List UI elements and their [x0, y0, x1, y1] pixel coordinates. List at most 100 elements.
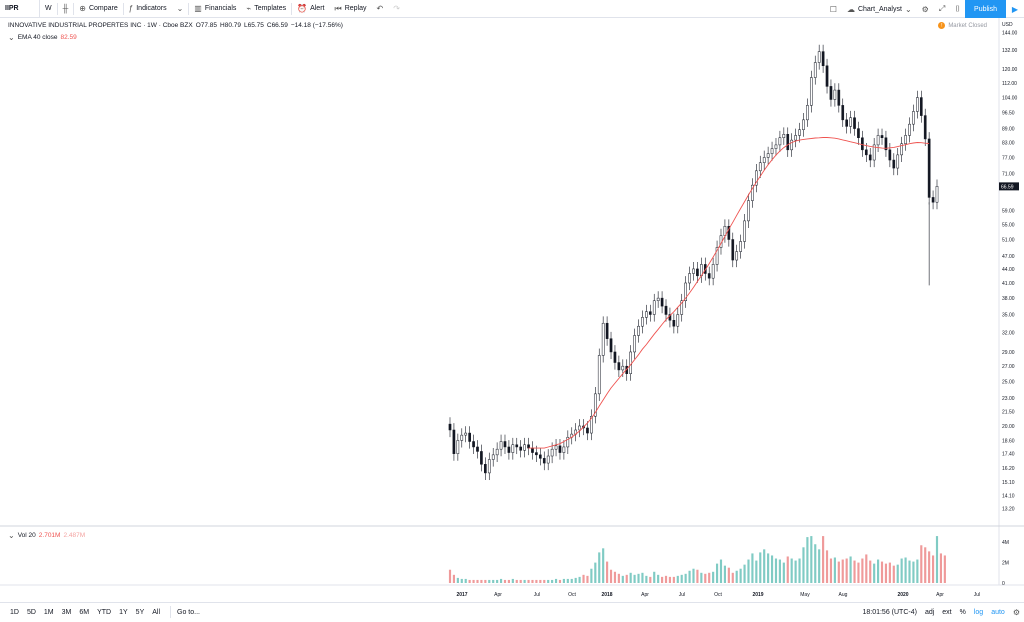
volume-bar — [774, 558, 778, 583]
range-button-1m[interactable]: 1M — [43, 608, 54, 616]
market-status[interactable]: ! Market Closed — [938, 22, 987, 29]
volume-bar — [920, 545, 923, 583]
gear-icon[interactable]: ⚙ — [1012, 608, 1020, 617]
top-toolbar: IIPR W ╫ ⊕ Compare ƒ Indicators ⌄ ▥ Financi… — [0, 0, 1024, 18]
candle-body — [802, 119, 805, 130]
volume-bar — [680, 574, 683, 583]
range-button-1d[interactable]: 1D — [10, 608, 19, 616]
candle-body — [809, 77, 813, 106]
divider — [56, 2, 58, 15]
y-tick-label: 41.00 — [1002, 281, 1015, 287]
candle-body — [880, 135, 884, 139]
ema-value: 82.59 — [60, 34, 77, 41]
volume-bar — [645, 575, 648, 583]
candle-body — [680, 300, 684, 315]
ema-legend[interactable]: ⌄ EMA 40 close 82.59 — [8, 33, 77, 42]
candle-body — [542, 458, 546, 464]
replay-button[interactable]: ⏮ Replay — [329, 0, 371, 18]
range-button-5y[interactable]: 5Y — [135, 608, 145, 616]
timezone-clock[interactable]: 18:01:56 (UTC-4) — [862, 609, 917, 616]
indicators-dropdown[interactable]: ⌄ — [172, 0, 189, 18]
symbol-title: INNOVATIVE INDUSTRIAL PROPERTES INC · 1W… — [8, 22, 193, 29]
volume-bar — [519, 579, 522, 583]
volume-bar — [786, 556, 789, 583]
play-button[interactable]: ▶ — [1006, 0, 1024, 18]
percent-toggle[interactable]: % — [959, 609, 966, 616]
chevron-down-icon: ⌄ — [8, 33, 15, 42]
range-button-5d[interactable]: 5D — [26, 608, 36, 616]
candle-body — [664, 305, 668, 315]
volume-bar — [869, 560, 872, 583]
candle-body — [872, 144, 876, 161]
candle-body — [707, 273, 711, 279]
volume-bar — [798, 558, 801, 583]
y-tick-label: 35.00 — [1002, 312, 1015, 318]
ext-toggle[interactable]: ext — [942, 609, 952, 616]
candle-body — [456, 440, 460, 454]
volume-bar — [751, 553, 754, 583]
divider — [73, 2, 75, 15]
alarm-clock-icon: ⏰ — [297, 4, 308, 13]
volume-bar — [523, 579, 526, 583]
settings-button[interactable]: ⚙ — [917, 0, 934, 18]
candle-body — [751, 184, 754, 201]
compare-button[interactable]: ⊕ Compare — [74, 0, 123, 18]
alert-button[interactable]: ⏰ Alert — [292, 0, 329, 18]
range-button-ytd[interactable]: YTD — [97, 608, 112, 616]
volume-bar — [806, 537, 809, 583]
y-tick-label: 144.00 — [1002, 31, 1018, 37]
x-tick-label: Oct — [568, 592, 576, 598]
candle-body — [523, 444, 526, 451]
redo-button[interactable]: ↷ — [388, 0, 405, 18]
candle-body — [908, 123, 911, 136]
candle-body — [927, 138, 931, 198]
goto-button[interactable]: Go to... — [177, 608, 200, 616]
y-tick-label: 13.20 — [1002, 507, 1015, 513]
volume-bar — [763, 549, 766, 583]
candle-body — [762, 157, 766, 163]
interval-button[interactable]: W — [40, 0, 57, 18]
indicators-button[interactable]: ƒ Indicators — [124, 0, 172, 18]
range-button-3m[interactable]: 3M — [61, 608, 72, 616]
y-tick-label: 89.00 — [1002, 127, 1015, 133]
x-tick-label: Apr — [494, 592, 502, 598]
volume-legend[interactable]: ⌄ Vol 20 2.701M 2.487M — [8, 531, 85, 540]
divider — [188, 2, 190, 15]
range-button-6m[interactable]: 6M — [79, 608, 90, 616]
undo-button[interactable]: ↶ — [371, 0, 388, 18]
chart-style-button[interactable]: ╫ — [58, 0, 74, 18]
candle-body — [586, 427, 589, 434]
y-tick-label: 16.20 — [1002, 466, 1015, 472]
volume-bar — [908, 560, 911, 583]
financials-button[interactable]: ▥ Financials — [189, 0, 241, 18]
publish-button[interactable]: Publish — [965, 0, 1006, 18]
templates-button[interactable]: ⌁ Templates — [241, 0, 291, 18]
candle-body — [629, 351, 632, 374]
candle-body — [672, 320, 676, 327]
chevron-down-icon: ⌄ — [8, 531, 15, 540]
volume-bar — [884, 563, 888, 583]
range-button-all[interactable]: All — [152, 608, 161, 616]
candle-body — [660, 297, 664, 307]
candle-body — [841, 105, 845, 121]
expand-button[interactable]: ⤢ — [934, 0, 950, 18]
candle-body — [480, 451, 483, 465]
volume-bar — [880, 561, 884, 583]
layout-button[interactable]: ☁ Chart_Analyst ⌄ — [842, 0, 917, 18]
fullscreen-toggle[interactable]: ☐ — [825, 0, 842, 18]
volume-bar — [676, 575, 679, 583]
log-toggle[interactable]: log — [973, 609, 984, 616]
adj-toggle[interactable]: adj — [924, 609, 935, 616]
screenshot-button[interactable]: ⌷ — [950, 0, 965, 18]
cloud-icon: ☁ — [846, 4, 855, 14]
auto-toggle[interactable]: auto — [991, 609, 1005, 616]
candle-body — [652, 300, 656, 315]
volume-bar — [900, 558, 903, 583]
symbol-search[interactable]: IIPR — [0, 0, 40, 18]
chart-canvas[interactable]: 13.20 14.10 15.10 16.20 17.40 18.60 20.00 21.50… — [0, 18, 1024, 602]
range-button-1y[interactable]: 1Y — [119, 608, 128, 616]
volume-bar — [554, 578, 558, 583]
candle-body — [743, 220, 746, 242]
y-tick-label: 71.00 — [1002, 172, 1015, 178]
volume-bar — [845, 558, 848, 583]
